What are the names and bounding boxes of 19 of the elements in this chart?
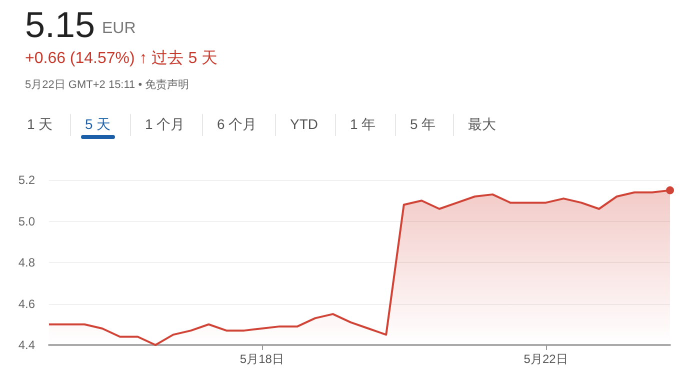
y-tick-label: 4.8 [18, 256, 36, 270]
y-tick-label: 4.6 [18, 296, 36, 311]
chart-title: 5.15 [25, 4, 96, 46]
y-tick-label: 5.2 [18, 173, 36, 187]
x-tick-label: 5月18日 [240, 352, 284, 366]
text: EUR [102, 20, 136, 38]
text: YTD [290, 116, 318, 132]
text: 1 年 [350, 116, 376, 134]
text: 最大 [468, 116, 496, 134]
text: +0.66 (14.57%) ↑ 过去 5 天 [25, 48, 218, 69]
text: 5月22日 GMT+2 15:11 • 免责声明 [25, 78, 190, 92]
y-tick-label: 4.4 [18, 338, 36, 352]
text: 5 年 [410, 116, 436, 134]
x-tick-label: 5月22日 [524, 352, 568, 366]
text: 6 个月 [217, 116, 257, 134]
text: 1 个月 [145, 116, 185, 134]
y-tick-label: 5.0 [18, 214, 36, 228]
text: 1 天 [27, 116, 53, 134]
text: 5 天 [85, 116, 111, 134]
